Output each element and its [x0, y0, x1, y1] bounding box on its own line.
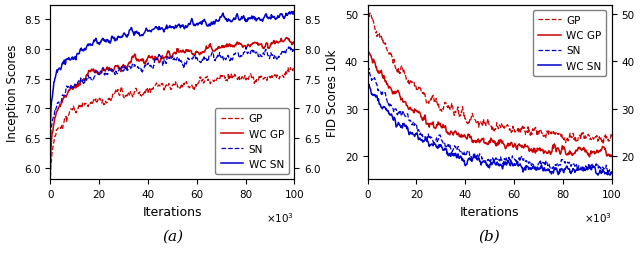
- GP: [164, 86, 172, 89]
- WC GP: [480, 137, 488, 140]
- SN: [480, 161, 488, 164]
- GP: [480, 122, 488, 125]
- GP: [285, 69, 292, 72]
- Text: $\times10^3$: $\times10^3$: [266, 210, 294, 224]
- SN: [291, 48, 298, 51]
- Line: SN: SN: [51, 48, 294, 141]
- GP: [47, 175, 54, 178]
- GP: [509, 128, 517, 131]
- SN: [163, 62, 170, 66]
- WC SN: [480, 160, 488, 163]
- GP: [496, 125, 504, 128]
- WC SN: [365, 84, 373, 87]
- Text: (a): (a): [162, 229, 183, 243]
- SN: [608, 171, 616, 174]
- SN: [192, 57, 200, 60]
- WC SN: [163, 26, 170, 29]
- SN: [246, 53, 254, 56]
- WC SN: [608, 171, 616, 174]
- GP: [290, 66, 298, 69]
- WC GP: [291, 41, 298, 44]
- GP: [608, 135, 616, 138]
- WC SN: [290, 11, 298, 14]
- WC GP: [192, 51, 200, 54]
- SN: [164, 56, 172, 59]
- Text: (b): (b): [479, 229, 500, 243]
- SN: [482, 162, 490, 165]
- Line: GP: GP: [368, 14, 612, 145]
- Line: WC SN: WC SN: [51, 12, 294, 124]
- Y-axis label: FID Scores 10k: FID Scores 10k: [326, 49, 339, 136]
- SN: [364, 70, 372, 73]
- WC SN: [564, 168, 572, 171]
- WC GP: [481, 142, 489, 145]
- SN: [602, 164, 610, 167]
- WC SN: [603, 172, 611, 175]
- SN: [509, 157, 517, 160]
- SN: [285, 46, 292, 50]
- GP: [246, 73, 254, 76]
- SN: [285, 46, 293, 49]
- Legend: GP, WC GP, SN, WC SN: GP, WC GP, SN, WC SN: [532, 11, 606, 76]
- Line: WC GP: WC GP: [51, 38, 294, 165]
- Text: $\times10^3$: $\times10^3$: [584, 210, 612, 224]
- GP: [482, 122, 490, 125]
- WC GP: [586, 156, 593, 159]
- Legend: GP, WC GP, SN, WC SN: GP, WC GP, SN, WC SN: [216, 109, 289, 174]
- WC SN: [509, 165, 517, 168]
- GP: [291, 66, 298, 69]
- WC GP: [602, 152, 610, 155]
- WC SN: [192, 25, 200, 28]
- WC SN: [164, 27, 172, 30]
- WC GP: [285, 38, 293, 41]
- WC GP: [364, 51, 372, 54]
- X-axis label: Iterations: Iterations: [460, 205, 520, 218]
- Y-axis label: Inception Scores: Inception Scores: [6, 44, 19, 141]
- Line: WC GP: WC GP: [368, 53, 612, 157]
- GP: [163, 84, 170, 87]
- WC GP: [608, 155, 616, 158]
- WC SN: [496, 163, 504, 166]
- WC GP: [282, 37, 290, 40]
- GP: [366, 12, 374, 15]
- GP: [179, 86, 186, 89]
- SN: [604, 172, 612, 175]
- GP: [564, 140, 572, 143]
- X-axis label: Iterations: Iterations: [143, 205, 202, 218]
- SN: [47, 140, 54, 143]
- WC GP: [509, 146, 516, 149]
- WC GP: [47, 164, 54, 167]
- WC SN: [594, 174, 602, 177]
- SN: [179, 62, 186, 66]
- WC SN: [285, 12, 292, 15]
- WC GP: [163, 56, 170, 59]
- SN: [365, 68, 372, 71]
- GP: [603, 136, 611, 139]
- Line: SN: SN: [368, 69, 612, 174]
- WC SN: [482, 160, 490, 163]
- GP: [364, 13, 372, 17]
- GP: [600, 143, 607, 146]
- GP: [192, 84, 200, 87]
- SN: [496, 160, 504, 163]
- WC SN: [179, 24, 186, 27]
- WC SN: [246, 18, 254, 21]
- WC GP: [564, 153, 572, 156]
- Line: GP: GP: [51, 68, 294, 177]
- Line: WC SN: WC SN: [368, 85, 612, 176]
- WC GP: [496, 141, 504, 144]
- WC SN: [364, 84, 372, 87]
- SN: [564, 161, 572, 164]
- WC SN: [291, 11, 298, 14]
- WC GP: [246, 44, 254, 47]
- WC GP: [179, 50, 186, 53]
- WC SN: [47, 122, 54, 125]
- WC GP: [164, 50, 172, 53]
